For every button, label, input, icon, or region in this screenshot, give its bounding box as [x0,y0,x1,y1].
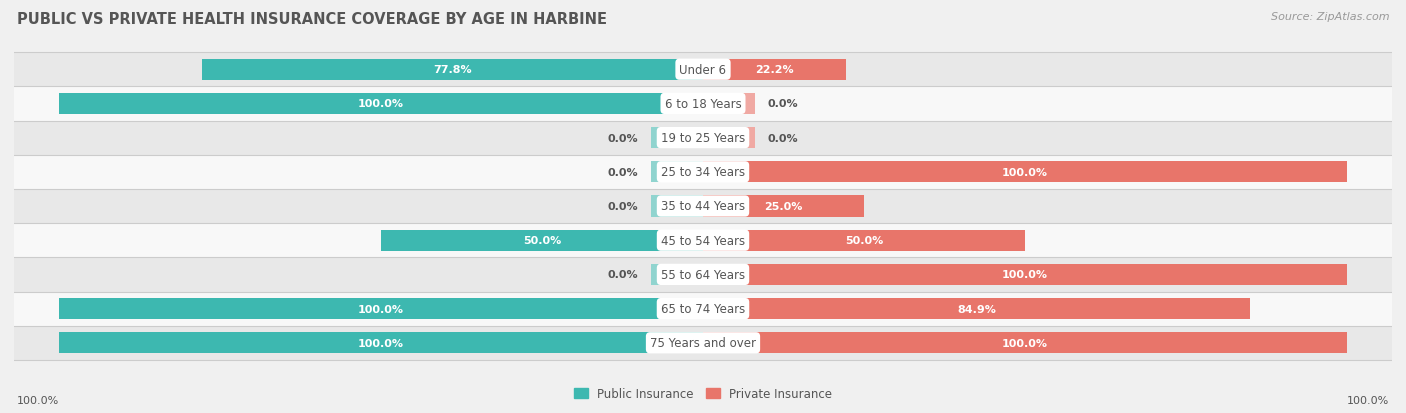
Text: 55 to 64 Years: 55 to 64 Years [661,268,745,281]
Bar [651,264,703,285]
Text: 75 Years and over: 75 Years and over [650,337,756,349]
Text: 50.0%: 50.0% [845,236,883,246]
Text: 0.0%: 0.0% [607,270,638,280]
Text: 6 to 18 Years: 6 to 18 Years [665,97,741,111]
Bar [0,223,1406,258]
Text: Under 6: Under 6 [679,64,727,76]
Bar [0,292,1406,326]
Text: 22.2%: 22.2% [755,65,794,75]
Bar [59,298,703,319]
Bar [703,230,1025,251]
Text: 25.0%: 25.0% [765,202,803,211]
Bar [703,332,1347,354]
Text: 77.8%: 77.8% [433,65,472,75]
Text: 0.0%: 0.0% [768,133,799,143]
Bar [0,87,1406,121]
Text: 100.0%: 100.0% [17,395,59,405]
Bar [703,94,755,115]
Text: 100.0%: 100.0% [359,99,404,109]
Text: 0.0%: 0.0% [768,99,799,109]
Text: 100.0%: 100.0% [1002,167,1047,177]
Text: 100.0%: 100.0% [1002,338,1047,348]
Text: 19 to 25 Years: 19 to 25 Years [661,132,745,145]
Bar [0,326,1406,360]
Text: 25 to 34 Years: 25 to 34 Years [661,166,745,179]
Bar [0,190,1406,223]
Bar [651,196,703,217]
Bar [0,121,1406,155]
Bar [0,258,1406,292]
Text: 100.0%: 100.0% [1002,270,1047,280]
Bar [202,59,703,81]
Bar [59,332,703,354]
Bar [0,53,1406,87]
Text: Source: ZipAtlas.com: Source: ZipAtlas.com [1271,12,1389,22]
Legend: Public Insurance, Private Insurance: Public Insurance, Private Insurance [569,382,837,405]
Bar [703,162,1347,183]
Text: 0.0%: 0.0% [607,167,638,177]
Text: 0.0%: 0.0% [607,133,638,143]
Bar [651,162,703,183]
Bar [703,196,863,217]
Bar [703,264,1347,285]
Text: 50.0%: 50.0% [523,236,561,246]
Text: 100.0%: 100.0% [359,304,404,314]
Bar [703,128,755,149]
Bar [703,59,846,81]
Bar [59,94,703,115]
Text: 35 to 44 Years: 35 to 44 Years [661,200,745,213]
Text: 84.9%: 84.9% [957,304,995,314]
Bar [703,298,1250,319]
Text: 0.0%: 0.0% [607,202,638,211]
Text: 65 to 74 Years: 65 to 74 Years [661,302,745,316]
Text: 100.0%: 100.0% [1347,395,1389,405]
Bar [0,155,1406,190]
Bar [381,230,703,251]
Text: 45 to 54 Years: 45 to 54 Years [661,234,745,247]
Bar [651,128,703,149]
Text: PUBLIC VS PRIVATE HEALTH INSURANCE COVERAGE BY AGE IN HARBINE: PUBLIC VS PRIVATE HEALTH INSURANCE COVER… [17,12,607,27]
Text: 100.0%: 100.0% [359,338,404,348]
